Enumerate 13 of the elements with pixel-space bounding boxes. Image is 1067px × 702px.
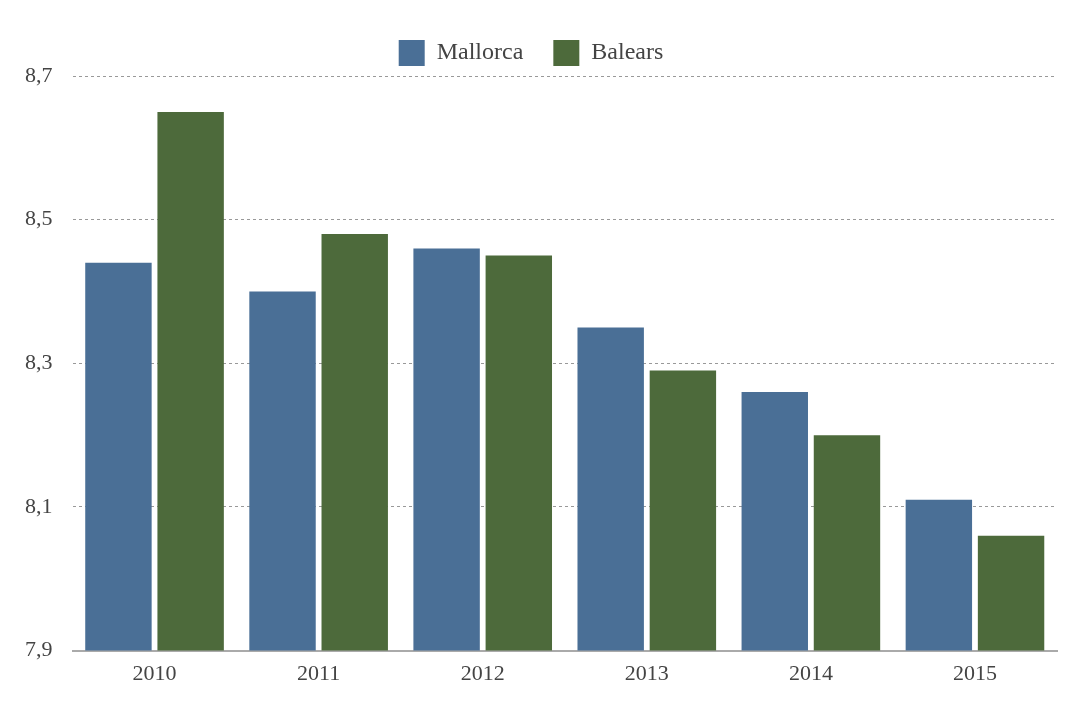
x-tick-label: 2015 [952, 659, 997, 685]
x-tick-label: 2013 [624, 659, 669, 685]
y-tick-label: 8,1 [25, 492, 53, 518]
x-tick-label: 2012 [460, 659, 505, 685]
y-tick-label: 8,3 [25, 349, 53, 375]
y-tick-label: 8,7 [25, 61, 53, 87]
x-tick-label: 2014 [788, 659, 833, 685]
x-tick-label: 2010 [132, 659, 177, 685]
legend-label: Balears [591, 38, 664, 65]
legend-label: Mallorca [436, 38, 524, 65]
y-tick-label: 8,5 [25, 205, 53, 231]
x-tick-label: 2011 [297, 659, 341, 685]
y-tick-label: 7,9 [25, 636, 53, 662]
